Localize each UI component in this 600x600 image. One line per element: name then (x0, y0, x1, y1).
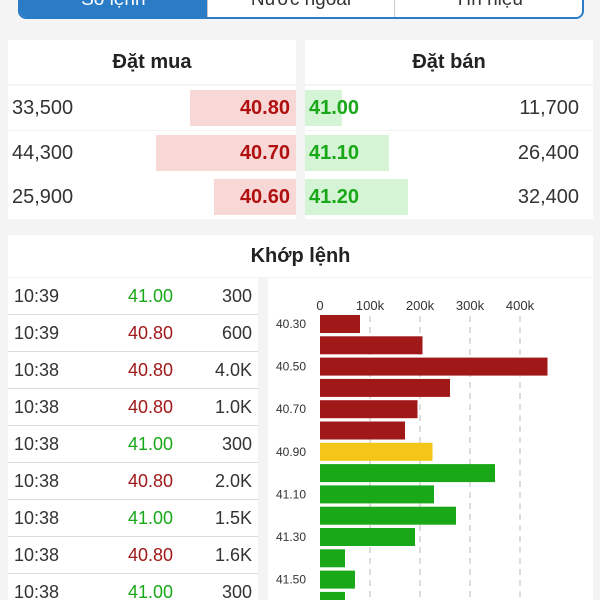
trade-row[interactable]: 10:38 41.00 300 (8, 426, 258, 463)
trade-list: 10:39 41.00 300 10:39 40.80 600 10:38 40.80 4.0K… (8, 278, 258, 600)
trade-volume: 4.0K (214, 360, 252, 380)
x-tick-label: 400k (506, 298, 535, 313)
trade-time: 10:38 (14, 397, 60, 417)
sell-qty: 26,400 (517, 142, 579, 164)
sell-volume-bar (305, 90, 342, 126)
volume-bar (320, 591, 345, 600)
trade-time: 10:39 (14, 323, 60, 343)
price-label: 40.30 (276, 317, 306, 331)
trade-row[interactable]: 10:38 41.00 1.5K (8, 500, 258, 537)
sell-header: Đặt bán (305, 40, 593, 84)
volume-bar (320, 549, 345, 568)
sell-row[interactable]: 41.10 26,400 (305, 131, 593, 175)
trade-volume: 1.5K (214, 508, 252, 528)
sell-qty: 11,700 (519, 97, 579, 119)
price-label: 41.50 (276, 573, 306, 587)
buy-volume-bar (214, 179, 296, 215)
sell-price: 41.20 (309, 186, 360, 208)
buy-row[interactable]: 44,300 40.70 (8, 131, 296, 175)
price-label: 41.30 (276, 530, 306, 544)
x-tick-label: 200k (406, 298, 435, 313)
volume-by-price-svg: 0 100k 200k 300k 400k 40.30 40.50 40.70 40.90 41.… (276, 298, 548, 600)
trade-volume: 1.0K (214, 397, 252, 417)
trade-time: 10:39 (14, 286, 60, 306)
buy-price: 40.80 (239, 97, 290, 119)
view-tabs: Sổ lệnhNước ngoàiTín hiệu (18, 0, 584, 19)
sell-volume-bar (305, 179, 408, 215)
volume-bar (320, 485, 434, 504)
trade-price: 40.80 (128, 545, 174, 565)
price-label: 40.90 (276, 445, 306, 459)
trade-price: 41.00 (128, 286, 174, 306)
volume-bar (320, 336, 423, 355)
price-label: 41.10 (276, 487, 306, 501)
sell-row[interactable]: 41.20 32,400 (305, 175, 593, 219)
trade-row[interactable]: 10:39 40.80 600 (8, 315, 258, 352)
price-label: 40.50 (276, 360, 306, 374)
sell-row[interactable]: 41.00 11,700 (305, 86, 593, 130)
trade-volume: 2.0K (214, 471, 252, 491)
volume-bar (320, 528, 415, 546)
x-tick-label: 0 (316, 298, 323, 313)
trade-price: 41.00 (128, 582, 174, 600)
trade-row[interactable]: 10:38 40.80 1.6K (8, 537, 258, 574)
trade-price: 40.80 (128, 360, 174, 380)
sell-qty: 32,400 (517, 186, 579, 208)
trade-row[interactable]: 10:38 40.80 4.0K (8, 352, 258, 389)
volume-bar (320, 357, 548, 376)
trade-volume: 1.6K (214, 545, 252, 565)
buy-volume-bar (190, 90, 296, 126)
buy-price: 40.60 (239, 186, 290, 208)
x-tick-label: 100k (356, 298, 385, 313)
trade-time: 10:38 (14, 545, 60, 565)
buy-row[interactable]: 33,500 40.80 (8, 86, 296, 130)
trade-time: 10:38 (14, 434, 60, 454)
buy-qty: 44,300 (12, 142, 74, 164)
volume-bar (320, 464, 495, 483)
buy-volume-bar (156, 135, 296, 171)
volume-bar (320, 421, 405, 440)
trade-row[interactable]: 10:38 40.80 2.0K (8, 463, 258, 500)
volume-bar (320, 400, 418, 419)
volume-bar (320, 378, 450, 397)
volume-by-price-chart: 0 100k 200k 300k 400k 40.30 40.50 40.70 40.90 41.… (268, 278, 593, 600)
tab-1[interactable]: Nước ngoài (206, 0, 395, 17)
trade-price: 41.00 (128, 508, 174, 528)
trade-volume: 600 (221, 323, 252, 343)
volume-bar (320, 442, 433, 461)
sell-price: 41.00 (309, 97, 360, 119)
buy-row[interactable]: 25,900 40.60 (8, 175, 296, 219)
trade-time: 10:38 (14, 508, 60, 528)
volume-bar (320, 570, 355, 589)
price-label: 40.70 (276, 402, 306, 416)
buy-qty: 33,500 (12, 97, 74, 119)
sell-price: 41.10 (309, 142, 360, 164)
sell-volume-bar (305, 135, 389, 171)
x-tick-label: 300k (456, 298, 485, 313)
buy-price: 40.70 (239, 142, 290, 164)
trade-time: 10:38 (14, 360, 60, 380)
tab-0[interactable]: Sổ lệnh (20, 0, 207, 17)
buy-header: Đặt mua (8, 40, 296, 84)
trade-price: 40.80 (128, 323, 174, 343)
matched-orders-title: Khớp lệnh (8, 235, 593, 277)
trade-price: 40.80 (128, 471, 174, 491)
trade-row[interactable]: 10:38 41.00 300 (8, 574, 258, 600)
trade-volume: 300 (221, 582, 252, 600)
trade-time: 10:38 (14, 582, 60, 600)
volume-bar (320, 315, 360, 333)
trade-time: 10:38 (14, 471, 60, 491)
trade-row[interactable]: 10:38 40.80 1.0K (8, 389, 258, 426)
trade-price: 40.80 (128, 397, 174, 417)
trade-price: 41.00 (128, 434, 174, 454)
trade-volume: 300 (221, 434, 252, 454)
trade-row[interactable]: 10:39 41.00 300 (8, 278, 258, 315)
trade-volume: 300 (221, 286, 252, 306)
tab-2[interactable]: Tín hiệu (394, 0, 582, 17)
buy-qty: 25,900 (12, 186, 74, 208)
volume-bar (320, 506, 456, 525)
